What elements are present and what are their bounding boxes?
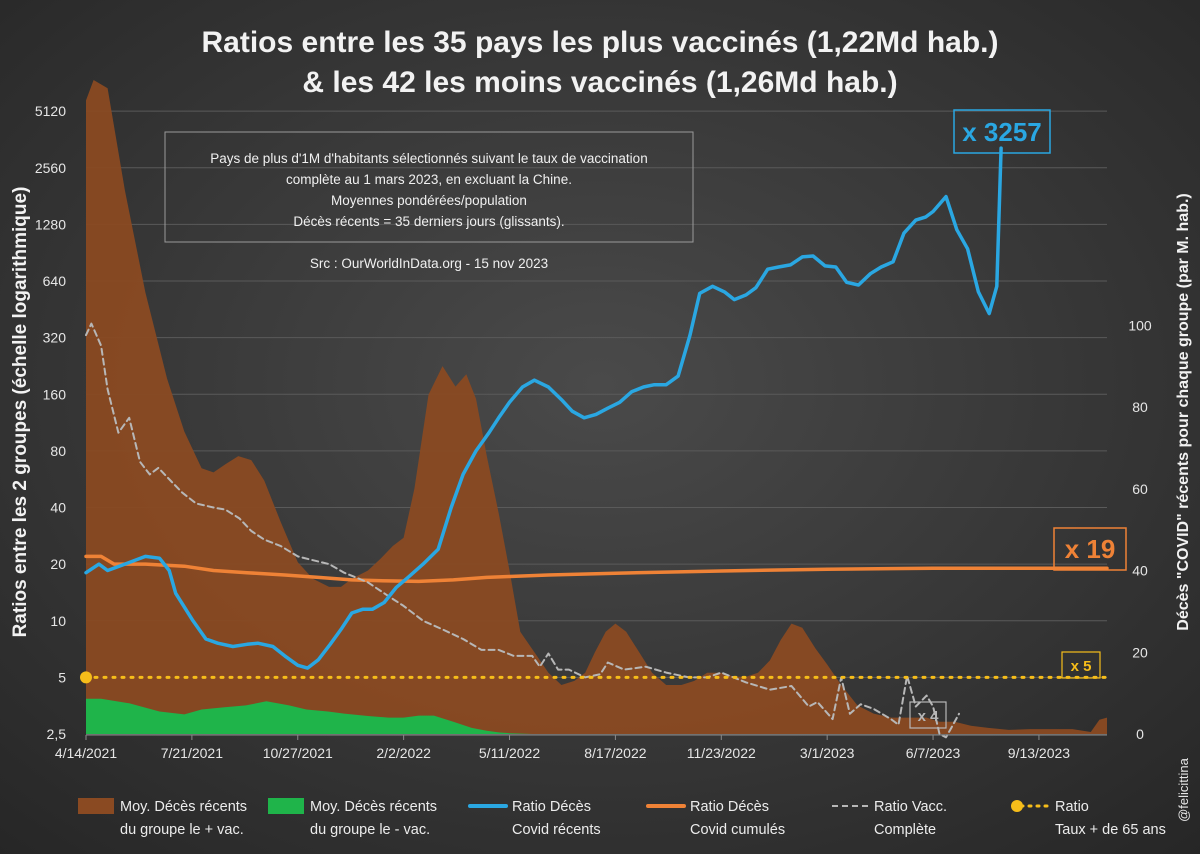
right-axis-ticks: 0 20 40 60 80 100 [1128,317,1152,742]
legend-symbol-brown [78,798,114,814]
left-tick-label-11: 5120 [35,103,66,119]
right-axis-label: Décès "COVID" récents pour chaque groupe… [1175,193,1192,630]
legend-label-blue-2: Covid récents [512,822,601,838]
info-box: Pays de plus d'1M d'habitants sélectionn… [164,131,694,271]
right-tick-label-4: 80 [1132,399,1148,415]
credit-text: @felicittina [1176,757,1191,822]
legend: Moy. Décès récents du groupe le + vac. Moy… [78,798,1166,838]
callout-cumul-frame [1053,527,1127,571]
x-axis-ticks: 4/14/2021 7/21/2021 10/27/2021 2/2/2022 5/11… [55,734,1107,761]
chart-title-line2: & les 42 les moins vaccinés (1,26Md hab.… [302,66,897,99]
left-tick-label-0: 2,5 [47,726,67,742]
legend-label-green-1: Moy. Décès récents [310,799,437,815]
series-gray-line [85,322,960,739]
x-tick-label-5: 8/17/2022 [584,745,646,761]
info-line-1: Pays de plus d'1M d'habitants sélectionn… [210,151,647,166]
left-tick-label-2: 10 [50,613,66,629]
legend-symbol-green [268,798,304,814]
series-blue-line [84,146,1003,670]
x-tick-label-7: 3/1/2023 [800,745,855,761]
left-tick-label-6: 160 [43,386,67,402]
plot-area [80,80,1109,739]
callout-recent-frame [953,109,1051,154]
chart-title-line1: Ratios entre les 35 pays les plus vaccin… [201,26,998,59]
callouts: x 3257 x 19 x 5 x 4 [909,109,1127,729]
legend-label-orange-1: Ratio Décès [690,799,769,815]
right-tick-label-5: 100 [1128,317,1152,333]
legend-label-yellow-1: Ratio [1055,799,1089,815]
series-yellow-start-marker [80,671,92,684]
x-tick-label-2: 10/27/2021 [263,745,333,761]
callout-vacc: x 4 [918,708,940,725]
callout-recent: x 3257 [962,117,1042,147]
legend-label-yellow-2: Taux + de 65 ans [1055,822,1166,838]
legend-label-orange-2: Covid cumulés [690,822,785,838]
callout-vacc-frame [909,701,947,729]
legend-label-gray-1: Ratio Vacc. [874,799,947,815]
legend-symbol-yellow-marker [1011,800,1023,812]
x-tick-label-1: 7/21/2021 [161,745,223,761]
left-tick-label-8: 640 [43,273,67,289]
left-tick-label-7: 320 [43,330,67,346]
right-tick-label-0: 0 [1136,726,1144,742]
series-brown-area [86,80,1107,734]
info-line-4: Décès récents = 35 derniers jours (gliss… [293,214,564,229]
x-tick-label-6: 11/23/2022 [687,745,756,761]
legend-label-gray-2: Complète [874,822,936,838]
left-tick-label-10: 2560 [35,160,66,176]
left-axis-ticks: 2,5 5 10 20 40 80 160 320 640 1280 2560 5120 [35,103,66,742]
legend-label-brown-1: Moy. Décès récents [120,799,247,815]
left-tick-label-4: 40 [50,500,66,516]
info-box-frame [164,131,694,243]
info-line-2: complète au 1 mars 2023, en excluant la … [286,172,572,187]
x-tick-label-3: 2/2/2022 [376,745,431,761]
left-tick-label-1: 5 [58,669,66,685]
info-line-3: Moyennes pondérées/population [331,193,527,208]
x-tick-label-4: 5/11/2022 [479,745,540,761]
source-text: Src : OurWorldInData.org - 15 nov 2023 [310,256,548,271]
legend-label-brown-2: du groupe le + vac. [120,822,244,838]
x-tick-label-0: 4/14/2021 [55,745,117,761]
callout-age65-frame [1061,651,1101,679]
legend-label-blue-1: Ratio Décès [512,799,591,815]
left-tick-label-9: 1280 [35,216,66,232]
callout-cumul: x 19 [1065,534,1116,564]
left-tick-label-5: 80 [50,443,66,459]
right-tick-label-2: 40 [1132,563,1148,579]
x-tick-label-9: 9/13/2023 [1008,745,1070,761]
series-green-area [86,698,1107,734]
right-tick-label-1: 20 [1132,644,1148,660]
x-tick-label-8: 6/7/2023 [906,745,961,761]
right-tick-label-3: 60 [1132,481,1148,497]
left-tick-label-3: 20 [50,556,66,572]
left-axis-label: Ratios entre les 2 groupes (échelle loga… [10,187,31,638]
legend-label-green-2: du groupe le - vac. [310,822,430,838]
callout-age65: x 5 [1071,658,1092,675]
